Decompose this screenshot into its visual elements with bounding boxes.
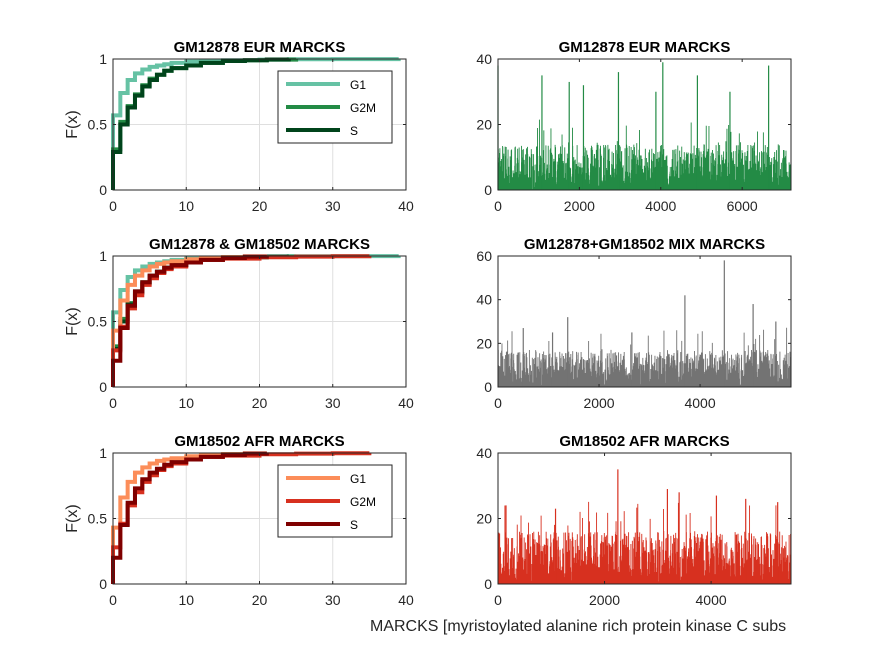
chart-panel-2: 0 2000 4000 6000 0 20 40 GM12878 EUR MARCKS bbox=[476, 39, 792, 214]
y-tick-label: 20 bbox=[476, 511, 492, 527]
x-tick-label: 40 bbox=[398, 395, 414, 411]
chart-title: GM12878 & GM18502 MARCKS bbox=[149, 236, 370, 253]
legend-entry-s: S bbox=[350, 518, 358, 532]
x-tick-label: 20 bbox=[252, 592, 268, 608]
figure-x-axis-label: MARCKS [myristoylated alanine rich prote… bbox=[370, 618, 786, 635]
x-tick-label: 4000 bbox=[645, 198, 676, 214]
y-tick-label: 0 bbox=[99, 182, 107, 198]
axes-box bbox=[497, 255, 792, 388]
x-tick-label: 4000 bbox=[684, 395, 715, 411]
chart-title: GM12878 EUR MARCKS bbox=[174, 39, 346, 56]
x-tick-label: 10 bbox=[178, 198, 194, 214]
y-tick-label: 0 bbox=[99, 576, 107, 592]
y-tick-label: 1 bbox=[99, 51, 107, 67]
x-tick-label: 2000 bbox=[583, 395, 614, 411]
cdf-line-s-3 bbox=[111, 451, 269, 584]
y-tick-label: 20 bbox=[476, 335, 492, 351]
y-axis-label: F(x) bbox=[64, 504, 81, 532]
x-tick-label: 0 bbox=[109, 395, 117, 411]
y-tick-label: 0 bbox=[484, 576, 492, 592]
y-tick-label: 0.5 bbox=[88, 314, 108, 330]
chart-panel-3: 0 10 20 30 40 0 0.5 1 GM12878 & GM18502 MARCKS F(… bbox=[64, 236, 414, 411]
legend-entry-g1: G1 bbox=[350, 78, 366, 92]
chart-title: GM12878+GM18502 MIX MARCKS bbox=[524, 236, 765, 253]
y-tick-label: 60 bbox=[476, 248, 492, 264]
x-tick-label: 0 bbox=[494, 395, 502, 411]
legend-entry-g1: G1 bbox=[350, 472, 366, 486]
chart-panel-1: 0 10 20 30 40 0 0.5 1 GM12878 EUR MARCKS F(x) G1 G2… bbox=[64, 39, 414, 214]
y-tick-label: 0.5 bbox=[88, 117, 108, 133]
x-tick-label: 30 bbox=[325, 198, 341, 214]
x-tick-label: 0 bbox=[109, 198, 117, 214]
y-tick-label: 0.5 bbox=[88, 511, 108, 527]
x-tick-label: 20 bbox=[252, 198, 268, 214]
y-tick-label: 0 bbox=[484, 182, 492, 198]
x-tick-label: 0 bbox=[109, 592, 117, 608]
y-tick-label: 0 bbox=[484, 379, 492, 395]
x-tick-label: 2000 bbox=[564, 198, 595, 214]
x-tick-label: 2000 bbox=[589, 592, 620, 608]
chart-title: GM18502 AFR MARCKS bbox=[559, 433, 729, 450]
y-tick-label: 40 bbox=[476, 51, 492, 67]
y-tick-label: 0 bbox=[99, 379, 107, 395]
x-tick-label: 10 bbox=[178, 592, 194, 608]
cdf-line-s-3 bbox=[111, 57, 291, 190]
y-axis-label: F(x) bbox=[64, 110, 81, 138]
x-tick-label: 0 bbox=[494, 592, 502, 608]
y-tick-label: 1 bbox=[99, 445, 107, 461]
x-tick-label: 40 bbox=[398, 198, 414, 214]
chart-panel-5: 0 10 20 30 40 0 0.5 1 GM18502 AFR MARCKS F(x) G1 G2… bbox=[64, 433, 414, 608]
x-tick-label: 20 bbox=[252, 395, 268, 411]
y-tick-label: 40 bbox=[476, 292, 492, 308]
y-axis-label: F(x) bbox=[64, 307, 81, 335]
y-tick-label: 20 bbox=[476, 117, 492, 133]
cdf-line-s-6 bbox=[111, 254, 269, 387]
x-tick-label: 40 bbox=[398, 592, 414, 608]
chart-panel-6: 0 2000 4000 0 20 40 GM18502 AFR MARCKS bbox=[476, 433, 792, 608]
x-tick-label: 30 bbox=[325, 592, 341, 608]
chart-panel-4: 0 2000 4000 0 20 40 60 GM12878+GM18502 MIX MARC… bbox=[476, 236, 792, 411]
x-tick-label: 4000 bbox=[696, 592, 727, 608]
legend-entry-g2m: G2M bbox=[350, 495, 376, 509]
y-tick-label: 1 bbox=[99, 248, 107, 264]
x-tick-label: 6000 bbox=[727, 198, 758, 214]
legend-entry-s: S bbox=[350, 124, 358, 138]
y-tick-label: 40 bbox=[476, 445, 492, 461]
chart-title: GM18502 AFR MARCKS bbox=[174, 433, 344, 450]
x-tick-label: 10 bbox=[178, 395, 194, 411]
legend: G1 G2M S bbox=[277, 70, 393, 144]
legend: G1 G2M S bbox=[277, 464, 393, 538]
chart-title: GM12878 EUR MARCKS bbox=[559, 39, 731, 56]
plot-area bbox=[498, 256, 791, 387]
legend-entry-g2m: G2M bbox=[350, 101, 376, 115]
x-tick-label: 0 bbox=[494, 198, 502, 214]
x-tick-label: 30 bbox=[325, 395, 341, 411]
